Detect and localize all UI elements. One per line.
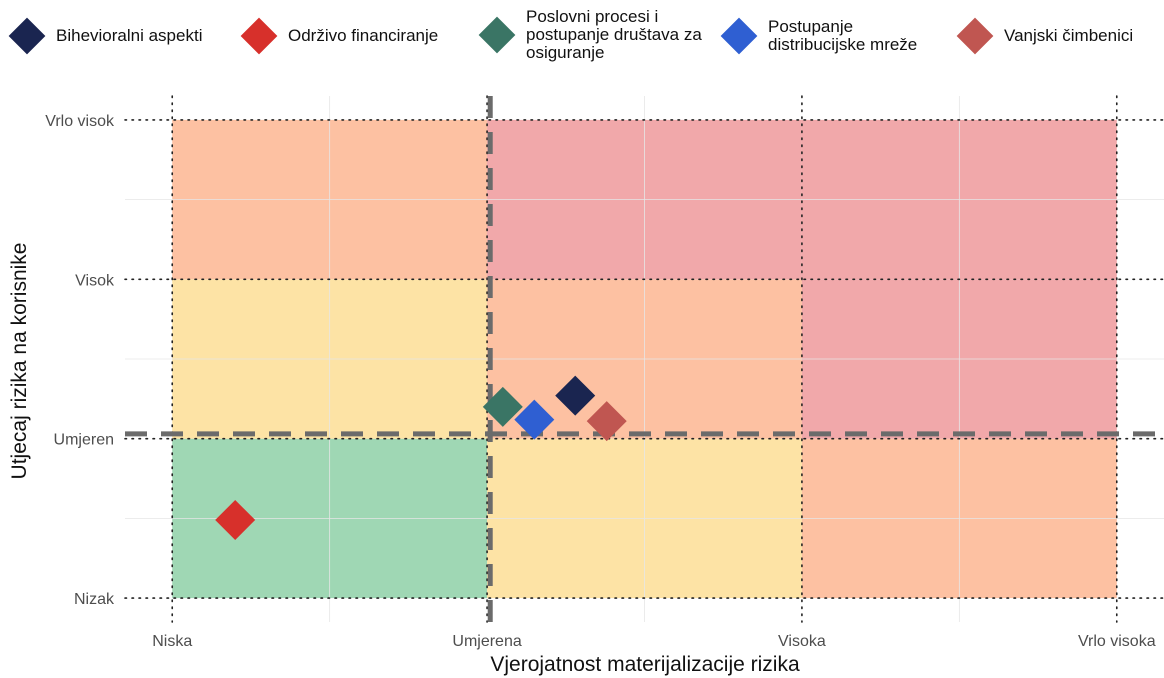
x-axis-title: Vjerojatnost materijalizacije rizika xyxy=(490,653,800,676)
y-tick-label: Visok xyxy=(75,272,115,289)
data-points xyxy=(215,375,627,540)
legend-label: Održivo financiranje xyxy=(288,26,439,45)
legend-item-poslovni: Poslovni procesi i postupanje društava z… xyxy=(478,7,706,62)
y-tick-label: Vrlo visok xyxy=(45,113,115,130)
legend: Bihevioralni aspekti Održivo financiranj… xyxy=(0,0,1164,72)
legend-label: Poslovni procesi i postupanje društava z… xyxy=(526,7,702,62)
data-point-diamond xyxy=(482,386,523,427)
x-tick-label: Vrlo visoka xyxy=(1078,633,1156,650)
y-axis-ticks: Nizak Umjeren Visok Vrlo visok xyxy=(45,113,115,608)
y-tick-label: Nizak xyxy=(74,591,115,608)
legend-item-odrzivo: Održivo financiranje xyxy=(240,17,439,55)
legend-label: Postupanje distribucijske mreže xyxy=(768,17,918,54)
data-point-diamond xyxy=(586,401,627,442)
y-axis-title: Utjecaj rizika na korisnike xyxy=(8,243,31,480)
legend-label: Vanjski čimbenici xyxy=(1004,26,1134,45)
legend-item-postupanje: Postupanje distribucijske mreže xyxy=(720,17,918,55)
y-tick-label: Umjeren xyxy=(54,432,114,449)
reference-lines xyxy=(125,96,1164,622)
legend-label: Bihevioralni aspekti xyxy=(56,26,203,45)
data-point-diamond xyxy=(555,375,596,416)
x-tick-label: Umjerena xyxy=(452,633,521,650)
data-point-diamond xyxy=(514,399,555,440)
gridlines xyxy=(124,95,1164,623)
legend-item-vanjski: Vanjski čimbenici xyxy=(956,17,1134,55)
legend-item-bihevioralni: Bihevioralni aspekti xyxy=(8,17,203,55)
x-axis-ticks: Niska Umjerena Visoka Vrlo visoka xyxy=(152,633,1155,650)
x-tick-label: Niska xyxy=(152,633,192,650)
data-point-diamond xyxy=(215,499,256,540)
x-tick-label: Visoka xyxy=(778,633,826,650)
